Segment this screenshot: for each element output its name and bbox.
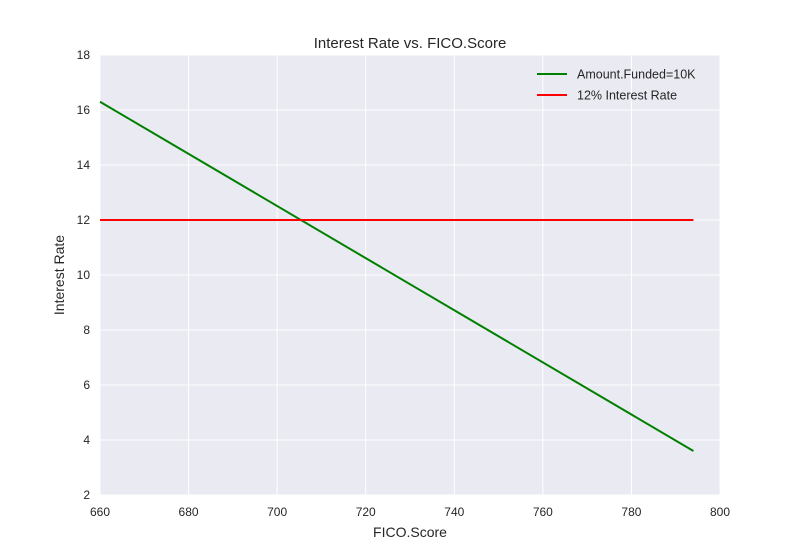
x-tick-label: 700: [267, 505, 287, 519]
y-tick-label: 8: [83, 323, 90, 337]
x-tick-label: 800: [710, 505, 730, 519]
y-tick-label: 10: [77, 268, 91, 282]
x-axis-ticks: 660 680 700 720 740 760 780 800: [90, 505, 730, 519]
x-tick-label: 740: [444, 505, 464, 519]
y-axis-label: Interest Rate: [51, 235, 67, 315]
legend-label-0: Amount.Funded=10K: [577, 68, 696, 82]
legend-label-1: 12% Interest Rate: [577, 89, 677, 103]
series-line-0: [99, 100, 694, 452]
y-tick-label: 2: [83, 488, 90, 502]
legend: Amount.Funded=10K 12% Interest Rate: [537, 68, 696, 103]
x-tick-label: 780: [621, 505, 641, 519]
x-tick-label: 720: [356, 505, 376, 519]
y-tick-label: 4: [83, 433, 90, 447]
x-tick-label: 760: [533, 505, 553, 519]
y-axis-ticks: 2 4 6 8 10 12 14 16 18: [77, 48, 91, 502]
y-tick-label: 14: [77, 158, 91, 172]
x-tick-label: 660: [90, 505, 110, 519]
chart-title: Interest Rate vs. FICO.Score: [314, 35, 507, 52]
x-tick-label: 680: [179, 505, 199, 519]
y-tick-label: 16: [77, 103, 91, 117]
x-axis-label: FICO.Score: [373, 524, 447, 540]
series-layer: [99, 100, 694, 452]
y-tick-label: 6: [83, 378, 90, 392]
y-tick-label: 12: [77, 213, 91, 227]
y-tick-label: 18: [77, 48, 91, 62]
